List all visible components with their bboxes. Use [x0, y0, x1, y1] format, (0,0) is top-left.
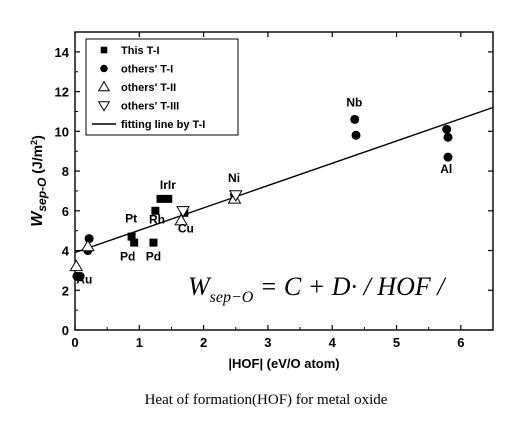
point-annotation: Nb	[346, 96, 362, 110]
y-label-unit-sup: 2	[29, 140, 39, 145]
legend-label: others' T-I	[121, 64, 173, 76]
y-tick-label: 10	[55, 124, 69, 139]
others-t1-point	[75, 271, 85, 281]
this-t1-point	[151, 206, 160, 215]
y-label-unit-close: )	[29, 135, 45, 140]
legend-marker-circle	[100, 64, 108, 73]
point-annotation: Au	[76, 272, 92, 286]
y-label-main: W	[29, 210, 46, 227]
x-axis-label: |HOF| (eV/O atom)	[228, 356, 339, 371]
this-t1-point	[127, 232, 136, 241]
y-tick-label: 2	[62, 283, 69, 298]
y-label-subscript: sep-O	[35, 177, 49, 212]
point-annotation: Ni	[228, 171, 240, 185]
others-t2-point	[174, 213, 188, 226]
others-t1-point	[443, 152, 453, 162]
x-tick-label: 3	[264, 335, 271, 350]
formula-rest: = C + D· / HOF /	[253, 272, 447, 301]
x-tick-label: 6	[457, 335, 464, 350]
y-axis-label: Wsep-O (J/m2)	[29, 135, 49, 227]
x-tick-label: 1	[136, 335, 143, 350]
x-tick-label: 0	[71, 335, 78, 350]
point-annotation: IrIr	[160, 178, 176, 192]
y-tick-label: 8	[62, 164, 69, 179]
this-t1-point	[164, 194, 173, 203]
fitting-formula: Wsep−O = C + D· / HOF /	[188, 272, 447, 306]
legend-marker-triangle-up	[97, 80, 111, 92]
others-t3-point	[228, 190, 243, 202]
point-annotation: Pd	[120, 249, 135, 263]
formula-w: W	[188, 272, 212, 301]
this-t1-point	[156, 194, 165, 203]
y-tick-label: 6	[62, 204, 69, 219]
point-annotation: Pt	[125, 212, 137, 226]
legend-box	[85, 38, 239, 136]
y-tick-label: 12	[55, 85, 69, 100]
others-t3-point	[176, 206, 190, 218]
point-annotation: Pd	[146, 249, 161, 263]
y-tick-label: 4	[62, 244, 70, 259]
this-t1-point	[130, 238, 139, 247]
point-annotation: Rh	[149, 213, 165, 227]
legend-label: others' T-II	[121, 82, 176, 94]
legend-label: fitting line by T-I	[121, 119, 205, 131]
x-tick-label: 5	[393, 335, 400, 350]
others-t1-point	[350, 114, 360, 124]
y-label-unit: (J/m	[29, 145, 45, 178]
y-tick-label: 14	[55, 45, 70, 60]
others-t2-point	[80, 239, 95, 252]
point-annotation: Al	[440, 162, 452, 176]
others-t1-point	[351, 130, 361, 140]
figure-caption: Heat of formation(HOF) for metal oxide	[144, 392, 388, 408]
legend-marker-square	[100, 46, 108, 54]
plot-area	[74, 31, 494, 331]
x-tick-label: 2	[200, 335, 207, 350]
legend-marker-triangle-down	[97, 101, 111, 112]
formula-subscript: sep−O	[210, 289, 254, 306]
others-t1-point	[442, 124, 452, 134]
point-annotation: Cu	[178, 222, 194, 236]
others-t2-point	[69, 259, 84, 272]
others-t1-point	[84, 234, 94, 244]
others-t1-point	[443, 132, 453, 142]
y-tick-label: 0	[62, 323, 69, 338]
legend-label: This T-I	[121, 45, 160, 57]
this-t1-point	[149, 238, 158, 247]
fitting-line	[74, 106, 494, 254]
legend-label: others' T-III	[121, 101, 179, 113]
legend: This T-I others' T-I others' T-II others' T…	[85, 38, 239, 136]
x-tick-label: 4	[329, 335, 337, 350]
